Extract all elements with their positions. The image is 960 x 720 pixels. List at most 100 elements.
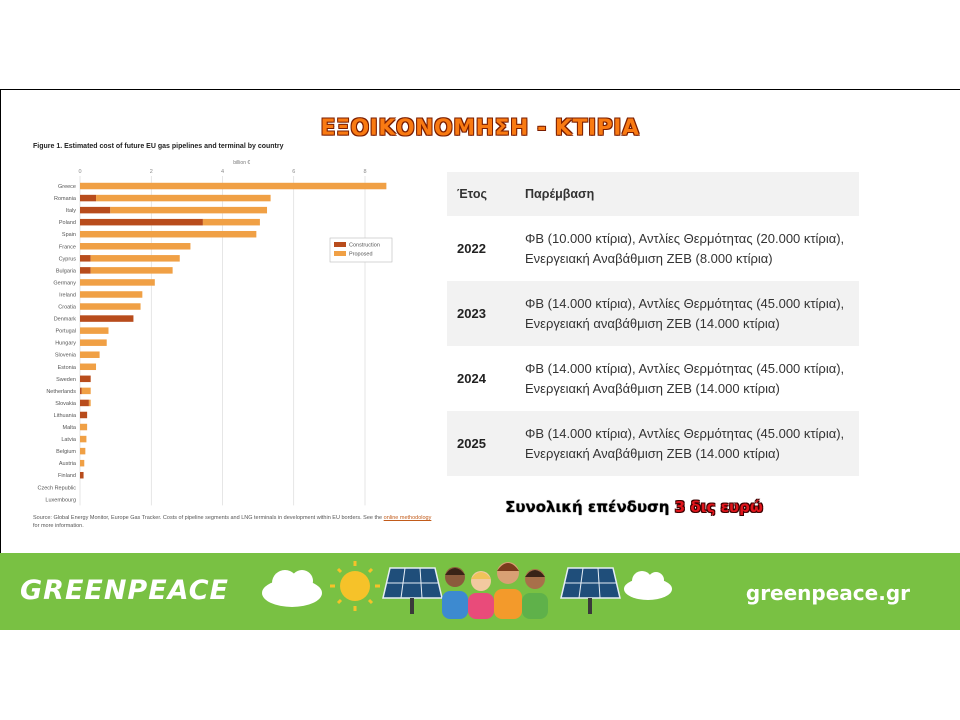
legend-label: Construction: [349, 243, 380, 249]
y-tick-label: Greece: [58, 184, 76, 190]
y-tick-label: Belgium: [56, 449, 76, 455]
bar-proposed: [80, 182, 387, 190]
greenpeace-logo: GREENPEACE: [20, 575, 229, 606]
row-intervention: ΦΒ (14.000 κτίρια), Αντλίες Θερμότητας (…: [525, 295, 845, 331]
bar-construction: [80, 315, 134, 322]
bar-proposed: [80, 363, 97, 371]
y-tick-label: Austria: [59, 461, 77, 467]
y-tick-label: Netherlands: [46, 389, 76, 395]
bar-construction: [80, 194, 97, 202]
bar-construction: [80, 471, 84, 479]
interventions-table: Έτος Παρέμβαση 2022 ΦΒ (10.000 κτίρια), …: [447, 172, 859, 476]
bar-proposed: [80, 447, 86, 455]
y-tick-label: Finland: [58, 473, 76, 479]
y-tick-label: Spain: [62, 232, 76, 238]
sun-icon: [330, 561, 380, 611]
y-tick-label: Latvia: [61, 437, 77, 443]
x-tick-label: 2: [150, 169, 153, 175]
bar-proposed: [90, 267, 173, 274]
row-year: 2023: [457, 306, 486, 321]
y-tick-label: Poland: [59, 220, 76, 226]
bar-proposed: [110, 206, 268, 214]
y-tick-label: Denmark: [54, 317, 77, 323]
y-tick-label: Bulgaria: [56, 268, 77, 274]
greenpeace-url[interactable]: greenpeace.gr: [745, 581, 910, 605]
legend-swatch: [334, 242, 346, 247]
x-tick-label: 4: [221, 169, 224, 175]
figure-source: Source: Global Energy Monitor, Europe Ga…: [33, 514, 433, 530]
x-axis-label: billion €: [233, 160, 250, 166]
bar-proposed: [88, 399, 91, 407]
x-tick-label: 0: [78, 169, 81, 175]
table-row: 2022 ΦΒ (10.000 κτίρια), Αντλίες Θερμότη…: [447, 216, 859, 281]
y-tick-label: Italy: [66, 208, 76, 214]
bar-proposed: [81, 387, 91, 395]
y-tick-label: Slovakia: [55, 401, 77, 407]
investment-label: Συνολική επένδυση: [505, 498, 675, 516]
bar-proposed: [96, 194, 271, 202]
bar-construction: [80, 255, 91, 262]
y-tick-label: Romania: [54, 196, 77, 202]
slide-left-rule: [0, 89, 1, 554]
x-tick-label: 6: [292, 169, 295, 175]
y-tick-label: Portugal: [56, 329, 77, 335]
y-tick-label: Germany: [53, 280, 76, 286]
bar-proposed: [80, 279, 155, 286]
bar-proposed: [80, 303, 141, 310]
bar-proposed: [80, 291, 143, 298]
row-year: 2024: [457, 371, 486, 386]
bar-construction: [80, 218, 203, 226]
bar-construction: [80, 387, 82, 395]
bar-proposed: [80, 327, 109, 334]
y-tick-label: Luxembourg: [45, 497, 76, 503]
y-tick-label: France: [59, 244, 76, 250]
figure-source-text: Source: Global Energy Monitor, Europe Ga…: [33, 515, 384, 521]
people-icon: [442, 562, 548, 619]
bar-construction: [80, 267, 91, 274]
y-tick-label: Lithuania: [54, 413, 77, 419]
slide-title: ΕΞΟΙΚΟΝΟΜΗΣΗ - ΚΤΙΡΙΑ: [320, 116, 640, 141]
bar-proposed: [80, 435, 87, 443]
y-tick-label: Croatia: [58, 305, 77, 311]
y-tick-label: Ireland: [59, 292, 76, 298]
slide-top-rule: [0, 89, 960, 90]
row-intervention: ΦΒ (10.000 κτίρια), Αντλίες Θερμότητας (…: [525, 230, 845, 266]
y-tick-label: Cyprus: [59, 256, 77, 262]
y-tick-label: Hungary: [55, 341, 76, 347]
bar-proposed: [80, 351, 100, 358]
header-year: Έτος: [457, 187, 488, 201]
row-intervention: ΦΒ (14.000 κτίρια), Αντλίες Θερμότητας (…: [525, 360, 845, 396]
y-tick-label: Czech Republic: [37, 485, 76, 491]
cloud-icon: [262, 570, 322, 607]
table-header-row: Έτος Παρέμβαση: [447, 172, 859, 216]
bar-construction: [80, 375, 91, 383]
bar-proposed: [90, 255, 180, 262]
y-tick-label: Sweden: [56, 377, 76, 383]
footer-band: GREENPEACE: [0, 553, 960, 630]
table-row: 2023 ΦΒ (14.000 κτίρια), Αντλίες Θερμότη…: [447, 281, 859, 346]
bar-proposed: [80, 423, 88, 431]
bar-construction: [80, 206, 111, 214]
legend-label: Proposed: [349, 252, 373, 258]
table-row: 2025 ΦΒ (14.000 κτίρια), Αντλίες Θερμότη…: [447, 411, 859, 476]
bar-construction: [80, 399, 89, 407]
solar-panel-icon: [560, 567, 621, 614]
footer-illustration: [262, 561, 672, 619]
bar-proposed: [80, 339, 107, 346]
investment-amount: 3 δις ευρώ: [674, 498, 763, 516]
row-intervention: ΦΒ (14.000 κτίρια), Αντλίες Θερμότητας (…: [525, 425, 845, 461]
figure-title: Figure 1. Estimated cost of future EU ga…: [33, 143, 284, 150]
figure-source-tail: for more information.: [33, 523, 84, 529]
table-row: 2024 ΦΒ (14.000 κτίρια), Αντλίες Θερμότη…: [447, 346, 859, 411]
solar-panel-icon: [382, 567, 443, 614]
y-tick-label: Estonia: [58, 365, 77, 371]
methodology-link[interactable]: online methodology: [383, 515, 432, 521]
cloud-icon: [624, 571, 672, 600]
row-year: 2025: [457, 436, 486, 451]
header-intervention: Παρέμβαση: [525, 187, 595, 201]
bar-proposed: [202, 218, 260, 226]
bar-chart: billion € 0 2 4 6 8 Greece Romania Italy Poland Sp…: [37, 160, 393, 506]
x-tick-label: 8: [363, 169, 366, 175]
total-investment: Συνολική επένδυση 3 δις ευρώ: [444, 498, 824, 516]
row-year: 2022: [457, 241, 486, 256]
